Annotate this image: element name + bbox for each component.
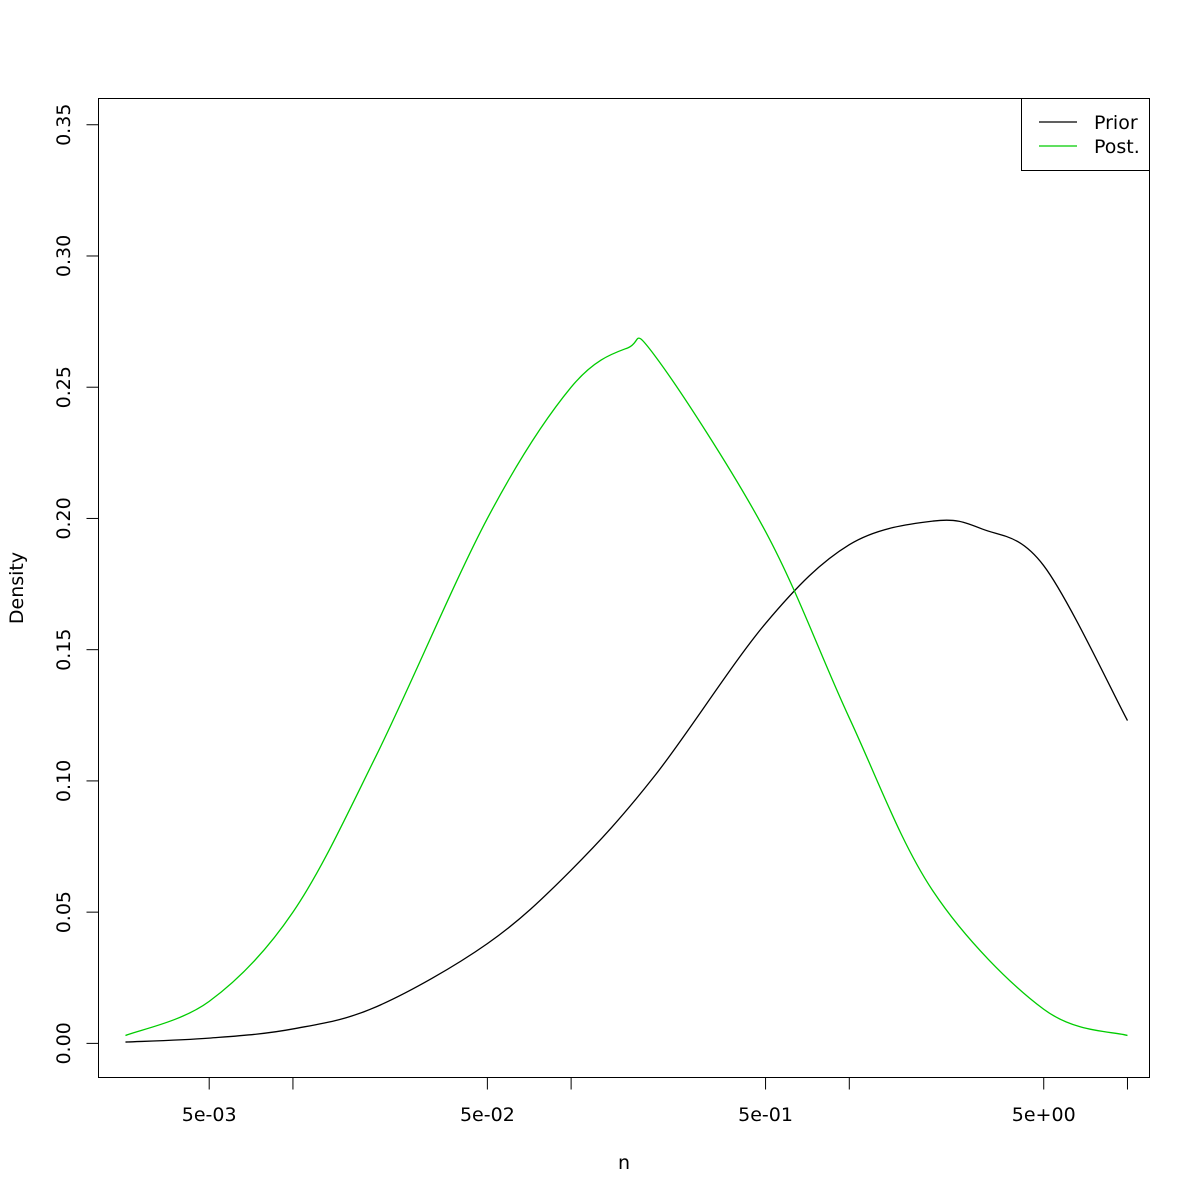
y-tick-label: 0.30 [53, 235, 75, 277]
x-tick-label: 5e+00 [1012, 1104, 1076, 1126]
legend-label: Post. [1094, 136, 1140, 158]
plot-area-frame [98, 98, 1150, 1078]
y-tick-label: 0.20 [53, 497, 75, 539]
x-axis-title: n [618, 1152, 630, 1174]
y-tick-label: 0.15 [53, 629, 75, 671]
y-axis-title: Density [6, 552, 28, 624]
x-tick-label: 5e-01 [738, 1104, 793, 1126]
y-tick-label: 0.35 [53, 104, 75, 146]
x-tick-label: 5e-03 [182, 1104, 237, 1126]
legend-label: Prior [1094, 112, 1138, 134]
series-line-prior [125, 519, 1129, 1043]
y-axis: 0.00 0.05 0.10 0.15 0.20 0.25 0.30 0.35 [53, 104, 99, 1065]
y-tick-label: 0.05 [53, 891, 75, 933]
y-tick-label: 0.10 [53, 760, 75, 802]
x-axis: 5e-03 5e-02 5e-01 5e+00 [182, 1077, 1128, 1126]
y-tick-label: 0.25 [53, 366, 75, 408]
series-line-post [125, 337, 1128, 1037]
series-layer [125, 337, 1129, 1043]
x-tick-label: 5e-02 [460, 1104, 515, 1126]
y-tick-label: 0.00 [53, 1022, 75, 1064]
legend-box [1021, 98, 1150, 171]
